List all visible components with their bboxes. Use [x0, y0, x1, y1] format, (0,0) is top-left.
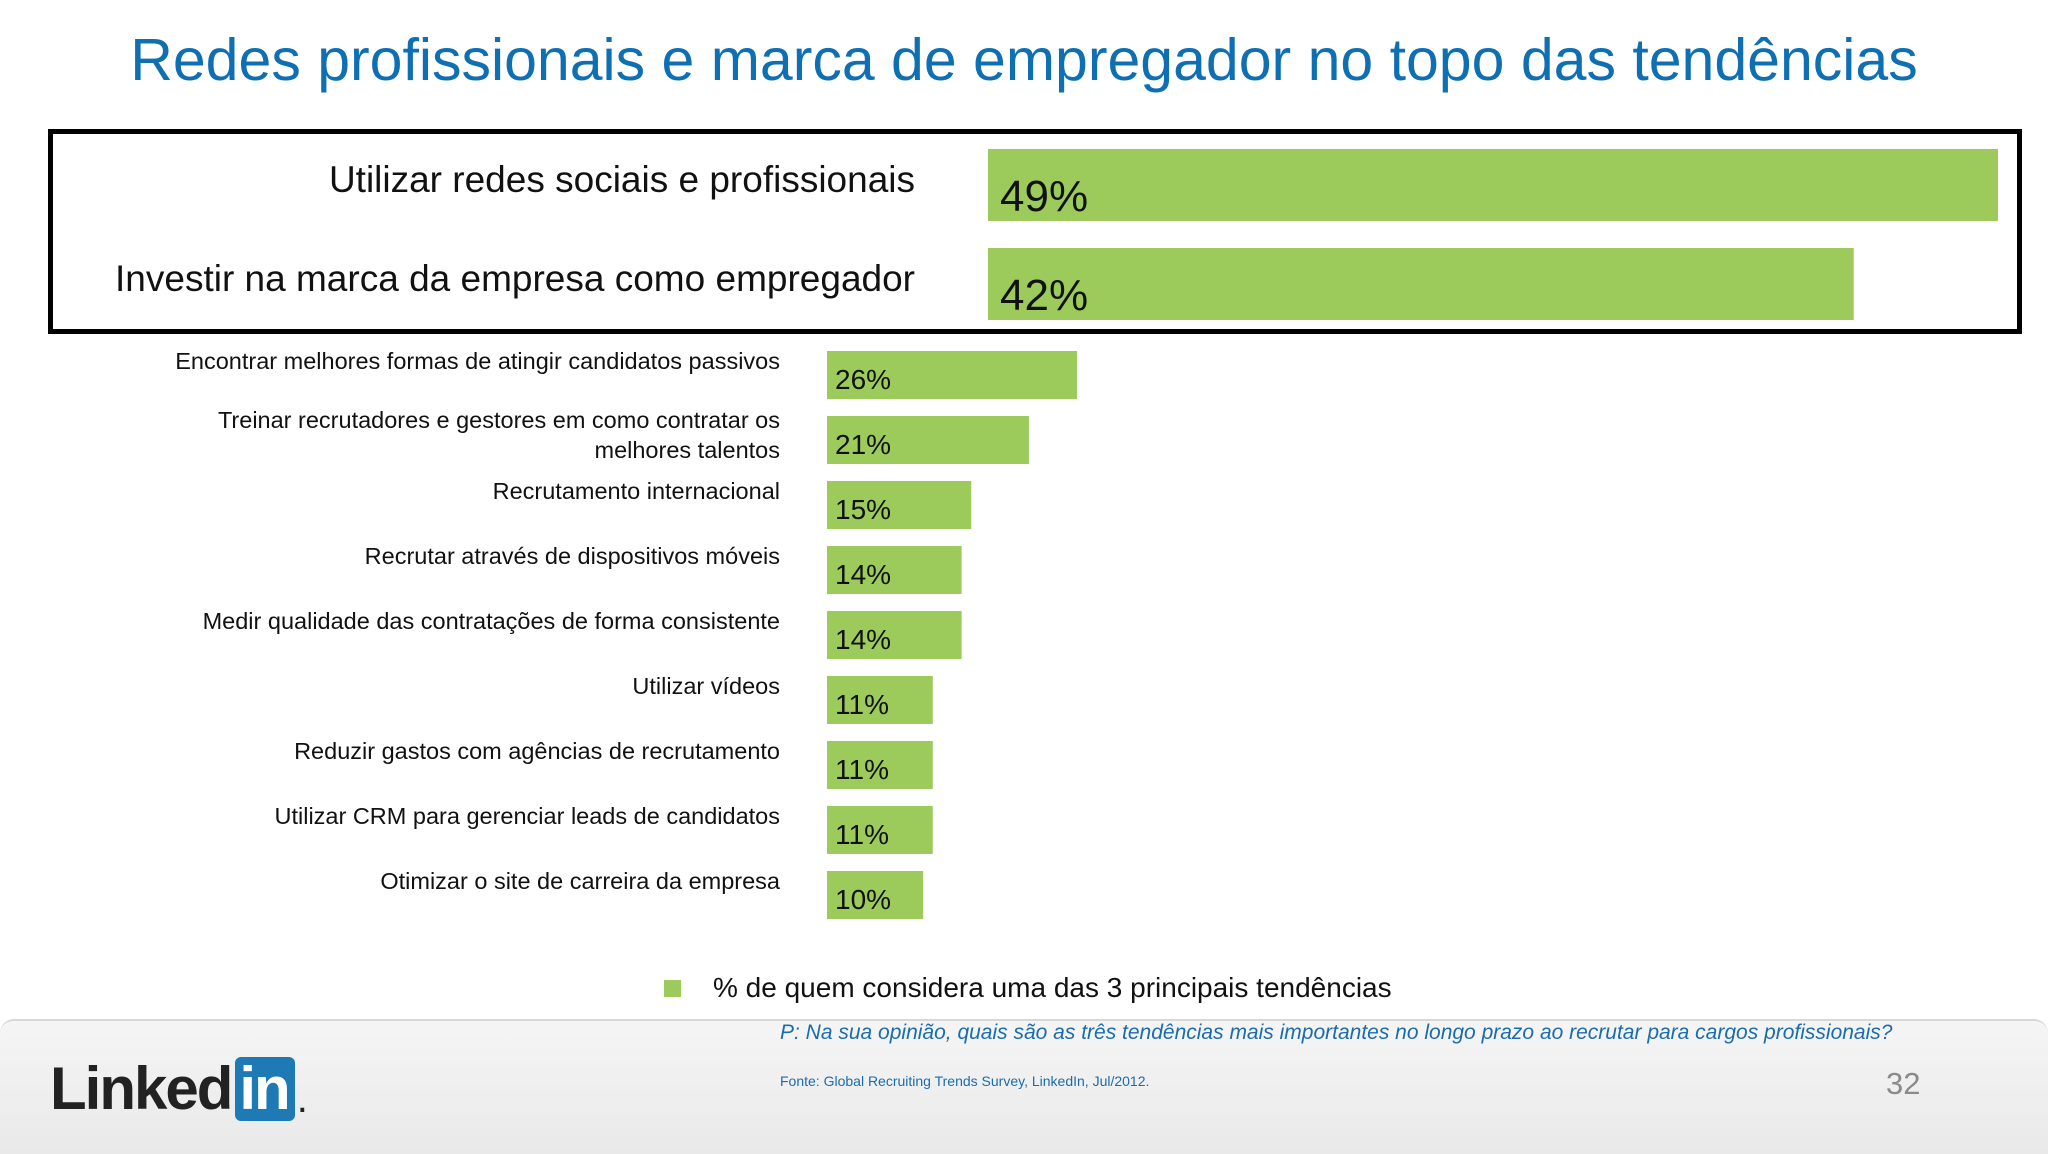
logo-wordmark: Linked: [50, 1055, 233, 1122]
category-label-1: Utilizar redes sociais e profissionais: [329, 159, 915, 200]
value-label-6: 14%: [835, 559, 891, 590]
bar-6: [827, 546, 962, 594]
logo-dot: .: [296, 1077, 308, 1121]
category-label-3: Encontrar melhores formas de atingir can…: [175, 348, 780, 374]
value-label-1: 49%: [1000, 172, 1088, 221]
value-label-11: 10%: [835, 884, 891, 915]
chart-legend: % de quem considera uma das 3 principais…: [664, 968, 1392, 1008]
slide-title: Redes profissionais e marca de empregado…: [130, 27, 1918, 93]
legend-label: % de quem considera uma das 3 principais…: [713, 972, 1392, 1003]
bar-9: [827, 741, 933, 789]
page-number: 32: [1886, 1066, 1921, 1101]
bar-7: [827, 611, 962, 659]
category-label-8: Utilizar vídeos: [632, 673, 780, 699]
footer-bar: [0, 1019, 2048, 1154]
value-label-5: 15%: [835, 494, 891, 525]
survey-question: P: Na sua opinião, quais são as três ten…: [780, 1021, 1893, 1044]
legend-swatch: [664, 979, 681, 997]
bar-5: [827, 481, 972, 529]
category-label-9: Reduzir gastos com agências de recrutame…: [294, 738, 780, 764]
category-label-7: Medir qualidade das contratações de form…: [203, 608, 780, 634]
bar-4: [827, 416, 1029, 464]
category-label-4-line-2: melhores talentos: [595, 437, 781, 463]
bar-10: [827, 806, 933, 854]
category-label-11: Otimizar o site de carreira da empresa: [380, 868, 781, 894]
value-label-10: 11%: [835, 819, 889, 850]
bar-2: [988, 248, 1854, 320]
bar-8: [827, 676, 933, 724]
value-label-4: 21%: [835, 429, 891, 460]
value-label-3: 26%: [835, 364, 891, 395]
category-label-4-line-1: Treinar recrutadores e gestores em como …: [218, 407, 780, 433]
category-label-10: Utilizar CRM para gerenciar leads de can…: [275, 803, 781, 829]
bar-1: [988, 149, 1998, 221]
category-label-2: Investir na marca da empresa como empreg…: [115, 258, 915, 299]
linkedin-logo: Linked in .: [50, 1056, 308, 1122]
category-label-5: Recrutamento internacional: [493, 478, 780, 504]
category-label-6: Recrutar através de dispositivos móveis: [365, 543, 780, 569]
value-label-7: 14%: [835, 624, 891, 655]
value-label-2: 42%: [1000, 271, 1088, 320]
logo-in-box: in: [235, 1057, 295, 1121]
value-label-9: 11%: [835, 754, 889, 785]
bar-11: [827, 871, 924, 919]
bar-3: [827, 351, 1077, 399]
value-label-8: 11%: [835, 689, 889, 720]
source-note: Fonte: Global Recruiting Trends Survey, …: [780, 1073, 1150, 1089]
